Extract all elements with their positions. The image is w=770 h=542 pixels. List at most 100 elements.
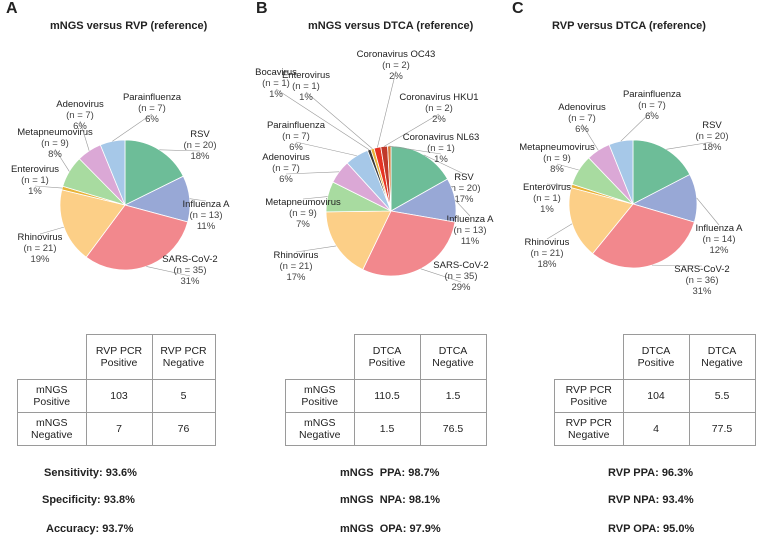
slice-count: (n = 20): [695, 131, 728, 142]
contingency-table: RVP PCR Positive RVP PCR Negative mNGS P…: [17, 334, 216, 446]
metric: Specificity: 93.8%: [42, 494, 135, 506]
metric-label: Sensitivity:: [44, 467, 103, 479]
leader-line: [666, 141, 713, 150]
leader-line: [389, 145, 442, 155]
leader-line: [189, 198, 207, 202]
pie-slice: [608, 139, 634, 205]
pie-chart: RSV (n = 20) 17%Influenza A (n = 13) 11%SARS…: [255, 49, 494, 293]
slice-label: Parainfluenza (n = 7) 6%: [623, 89, 682, 122]
pie-slice: [632, 139, 691, 205]
slice-name: Rhinovirus: [18, 232, 63, 243]
table-corner: [554, 334, 624, 380]
leader-line: [546, 183, 572, 187]
slice-name: SARS-CoV-2: [162, 254, 217, 265]
slice-name: Metapneumovirus: [17, 127, 93, 138]
leader-line: [305, 91, 373, 149]
pie-chart: RSV (n = 20) 18% Influenza A (n = 14) 12% SARS…: [519, 89, 743, 297]
slice-label: Parainfluenza (n = 7) 6%: [123, 92, 182, 125]
panel-letter: C: [512, 0, 524, 17]
slice-count: (n = 7): [272, 163, 300, 174]
leader-line: [39, 226, 64, 235]
slice-percent: 18%: [537, 259, 557, 270]
slice-percent: 12%: [709, 245, 729, 256]
leader-line: [275, 88, 370, 151]
slice-count: (n = 7): [282, 131, 310, 142]
table-cell: 4: [622, 411, 690, 446]
slice-count: (n = 21): [530, 248, 563, 259]
slice-percent: 17%: [286, 272, 306, 283]
metric-label: Specificity:: [42, 494, 101, 506]
col-header: DTCA Negative: [419, 334, 487, 380]
slice-percent: 7%: [296, 219, 310, 230]
slice-label: RSV (n = 20) 18%: [695, 120, 728, 153]
slice-percent: 6%: [279, 174, 293, 185]
slice-percent: 6%: [575, 124, 589, 135]
slice-label: Adenovirus (n = 7) 6%: [558, 102, 606, 135]
slice-count: (n = 36): [685, 275, 718, 286]
slice-count: (n = 1): [292, 81, 320, 92]
slice-percent: 31%: [692, 286, 712, 297]
metric: mNGS NPA: 98.1%: [340, 494, 440, 506]
slice-name: Parainfluenza: [123, 92, 182, 103]
slice-label: RSV (n = 20) 17%: [447, 172, 480, 205]
col-header: DTCA Positive: [353, 334, 421, 380]
slice-count: (n = 35): [444, 271, 477, 282]
metric-label: RVP OPA:: [608, 523, 660, 535]
slice-label: Coronavirus OC43 (n = 2) 2%: [357, 49, 436, 82]
slice-percent: 18%: [702, 142, 722, 153]
pie-slice: [99, 139, 126, 206]
table-cell: 77.5: [688, 411, 756, 446]
slice-count: (n = 1): [427, 143, 455, 154]
table-corner: [285, 334, 355, 380]
slice-percent: 11%: [461, 236, 480, 247]
slice-name: SARS-CoV-2: [674, 264, 729, 275]
metric-value: 98.1%: [408, 494, 441, 506]
col-header: DTCA Positive: [622, 334, 690, 380]
leader-line: [420, 268, 462, 283]
slice-percent: 1%: [299, 92, 313, 103]
slice-label: Rhinovirus (n = 21) 18%: [525, 237, 570, 270]
slice-count: (n = 21): [279, 261, 312, 272]
slice-name: Influenza A: [182, 199, 230, 210]
table-cell: 104: [622, 378, 690, 413]
panel-a: A mNGS versus RVP (reference) RSV (n = 20…: [0, 0, 256, 542]
slice-name: Enterovirus: [282, 70, 330, 81]
slice-label: Metapneumovirus (n = 9) 8%: [17, 127, 93, 160]
metric-label: mNGS NPA:: [340, 494, 406, 506]
slice-percent: 29%: [451, 282, 471, 293]
metric-label: RVP NPA:: [608, 494, 660, 506]
slice-label: SARS-CoV-2 (n = 35) 31%: [162, 254, 217, 287]
row-header: mNGS Negative: [285, 411, 355, 446]
metric: Sensitivity: 93.6%: [44, 467, 137, 479]
slice-name: Influenza A: [446, 214, 494, 225]
slice-percent: 6%: [289, 142, 303, 153]
leader-line: [285, 171, 340, 175]
pie-slice: [362, 210, 456, 277]
leader-line: [159, 149, 201, 152]
slice-percent: 2%: [432, 114, 446, 125]
pie-slice: [124, 139, 184, 206]
slice-label: SARS-CoV-2 (n = 35) 29%: [433, 260, 488, 293]
slice-percent: 8%: [550, 164, 564, 175]
leader-line: [620, 110, 653, 142]
leader-line: [302, 196, 328, 200]
slice-label: Enterovirus (n = 1) 1%: [11, 164, 59, 197]
leader-line: [377, 70, 397, 148]
slice-label: Influenza A (n = 14) 12%: [695, 223, 743, 256]
slice-percent: 19%: [30, 254, 50, 265]
slice-name: Rhinovirus: [525, 237, 570, 248]
leader-line: [54, 148, 70, 172]
slice-label: Bocavirus (n = 1) 1%: [255, 67, 297, 100]
metric-label: RVP PPA:: [608, 467, 659, 479]
table-cell: 7: [85, 411, 153, 446]
panel-c: C RVP versus DTCA (reference) RSV (n = 20…: [512, 0, 768, 542]
slice-percent: 8%: [48, 149, 62, 160]
metric-value: 98.7%: [408, 467, 440, 479]
slice-percent: 1%: [540, 204, 554, 215]
slice-label: Metapneumovirus (n = 9) 8%: [519, 142, 595, 175]
slice-name: Enterovirus: [523, 182, 571, 193]
row-header: mNGS Negative: [17, 411, 87, 446]
metric-value: 95.0%: [663, 523, 695, 535]
slice-count: (n = 21): [23, 243, 56, 254]
pie-slice: [85, 204, 189, 271]
